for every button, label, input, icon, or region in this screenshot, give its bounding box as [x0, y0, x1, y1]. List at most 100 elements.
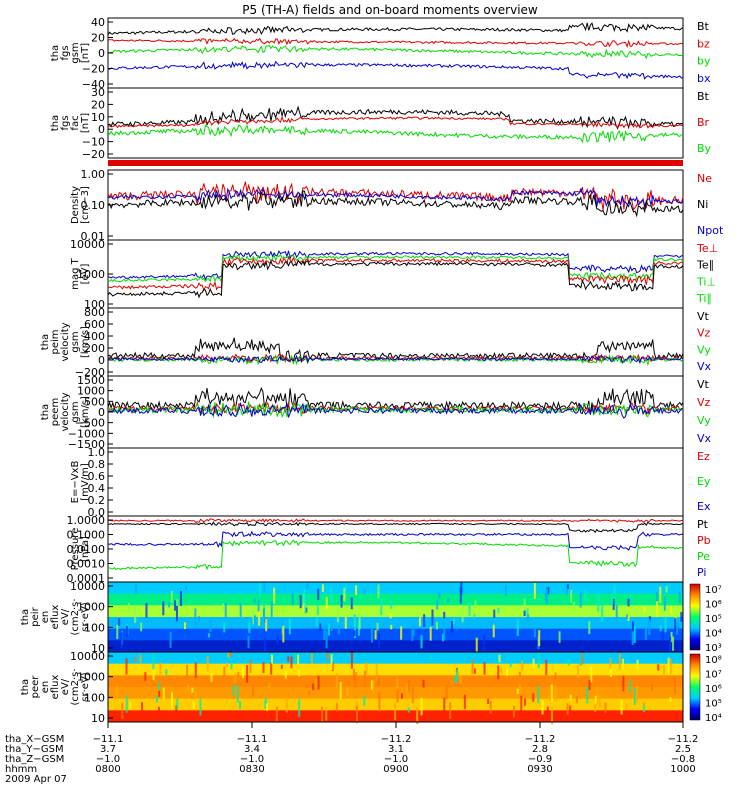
- spectrogram-pixel: [620, 699, 623, 715]
- spectrogram-pixel: [487, 698, 490, 704]
- spectrogram-pixel: [264, 700, 267, 709]
- x-tick-label: 1000: [670, 764, 695, 775]
- spectrogram-pixel: [350, 597, 353, 610]
- legend-entry: Ni: [697, 198, 708, 211]
- spectrogram-pixel: [674, 676, 677, 694]
- y-tick-label: 0.10: [81, 199, 106, 212]
- spectrogram-band: [108, 652, 683, 665]
- spectrogram-pixel: [643, 703, 646, 713]
- spectrogram-pixel: [581, 653, 584, 665]
- spectrogram-pixel: [445, 685, 448, 700]
- y-tick-label: 30: [91, 86, 105, 99]
- spectrogram-pixel: [355, 672, 358, 679]
- spectrogram-pixel: [317, 675, 320, 690]
- spectrogram-pixel: [226, 662, 229, 668]
- spectrogram-pixel: [407, 707, 410, 713]
- y-tick-label: 0.8: [88, 458, 106, 471]
- panel-frame: [107, 87, 684, 159]
- y-axis-label: (cm2·s·: [70, 598, 81, 635]
- spectrogram-pixel: [390, 624, 393, 630]
- x-tick-label: −11.1: [237, 734, 268, 745]
- spectrogram-pixel: [315, 678, 318, 688]
- y-tick-label: −10: [82, 136, 105, 149]
- x-tick-label: 0900: [383, 764, 408, 775]
- spectrogram-pixel: [435, 621, 438, 630]
- spectrogram-pixel: [554, 685, 557, 702]
- colorbar-tick: 10⁴: [705, 629, 722, 640]
- spectrogram-pixel: [400, 626, 403, 640]
- spectrogram-pixel: [622, 675, 625, 692]
- spectrogram-pixel: [167, 602, 170, 608]
- colorbar-tick: 10⁵: [705, 614, 722, 625]
- spectrogram-pixel: [450, 620, 453, 633]
- y-axis-label: [eV]: [80, 264, 91, 285]
- y-tick-label: 40: [91, 16, 105, 29]
- y-axis-label: peem: [50, 398, 61, 426]
- spectrogram-pixel: [609, 657, 612, 669]
- spectrogram-pixel: [290, 656, 293, 669]
- spectrogram-pixel: [475, 637, 478, 653]
- x-tick-label: 0800: [95, 764, 120, 775]
- legend-entry: Npot: [697, 224, 724, 237]
- spectrogram-pixel: [569, 694, 572, 701]
- spectrogram-pixel: [489, 700, 492, 714]
- spectrogram-pixel: [551, 706, 554, 725]
- spectrogram-pixel: [325, 597, 328, 610]
- y-axis-label: gsm: [70, 42, 81, 63]
- y-axis-label: [km/s]: [80, 396, 91, 428]
- spectrogram-pixel: [669, 697, 672, 702]
- spectrogram-pixel: [520, 695, 523, 713]
- spectrogram-pixel: [327, 623, 330, 636]
- spectrogram-pixel: [337, 624, 340, 635]
- x-tick-label: −1.0: [240, 754, 264, 765]
- spectrogram-pixel: [194, 608, 197, 626]
- spectrogram-pixel: [648, 616, 651, 622]
- spectrogram-pixel: [549, 694, 552, 701]
- plot-title: P5 (TH-A) fields and on-board moments ov…: [242, 3, 538, 17]
- legend-entry: Pb: [697, 534, 711, 547]
- spectrogram-pixel: [594, 695, 597, 704]
- spectrogram-pixel: [627, 613, 630, 621]
- y-axis-label: peir: [30, 606, 41, 626]
- spectrogram-pixel: [262, 608, 265, 619]
- spectrogram-pixel: [598, 694, 601, 709]
- spectrogram-pixel: [247, 635, 250, 649]
- spectrogram-pixel: [363, 695, 366, 706]
- spectrogram-pixel: [566, 703, 569, 715]
- y-axis-label: en: [40, 611, 51, 624]
- y-tick-label: 0.01: [81, 230, 106, 243]
- spectrogram-pixel: [447, 598, 450, 603]
- spectrogram-band: [108, 628, 683, 641]
- series-line-black: [107, 190, 684, 218]
- y-axis-label: velocity: [60, 322, 71, 361]
- spectrogram-pixel: [270, 601, 273, 617]
- spectrogram-pixel: [626, 614, 629, 619]
- legend-entry: Ez: [697, 450, 710, 463]
- legend-entry: Vy: [697, 343, 711, 356]
- spectrogram-pixel: [191, 687, 194, 693]
- spectrogram-pixel: [199, 699, 202, 716]
- spectrogram-pixel: [680, 611, 683, 622]
- panel-frame: [107, 515, 684, 583]
- series-line-black: [107, 521, 684, 534]
- y-axis-label: [nT]: [80, 113, 91, 133]
- panel-peir: 10⁷ 10⁶ 10⁵ 10⁴ 10³ 10000 1000 100 10 tha peir en ef…: [20, 580, 722, 655]
- y-tick-label: 1000: [77, 671, 105, 684]
- spectrogram-pixel: [659, 586, 662, 604]
- spectrogram-pixel: [209, 620, 212, 632]
- spectrogram-pixel: [541, 699, 544, 715]
- spectrogram-pixel: [400, 693, 403, 699]
- spectrogram-pixel: [330, 620, 333, 632]
- spectrogram-pixel: [483, 662, 486, 675]
- spectrogram-pixel: [406, 683, 409, 701]
- y-tick-label: 10: [91, 111, 105, 124]
- spectrogram-pixel: [319, 623, 322, 631]
- panel-peer: 10⁸ 10⁷ 10⁶ 10⁵ 10⁴ 10000 1000 100 10 tha peer en ef…: [20, 650, 722, 725]
- y-tick-label: 0.1000: [67, 529, 106, 542]
- colorbar: [689, 653, 701, 721]
- series-line-black: [107, 337, 684, 364]
- legend-entry: Ne: [697, 172, 712, 185]
- spectrogram-pixel: [667, 657, 670, 675]
- legend-entry: Vt: [697, 378, 710, 391]
- legend-entry: Br: [697, 116, 710, 129]
